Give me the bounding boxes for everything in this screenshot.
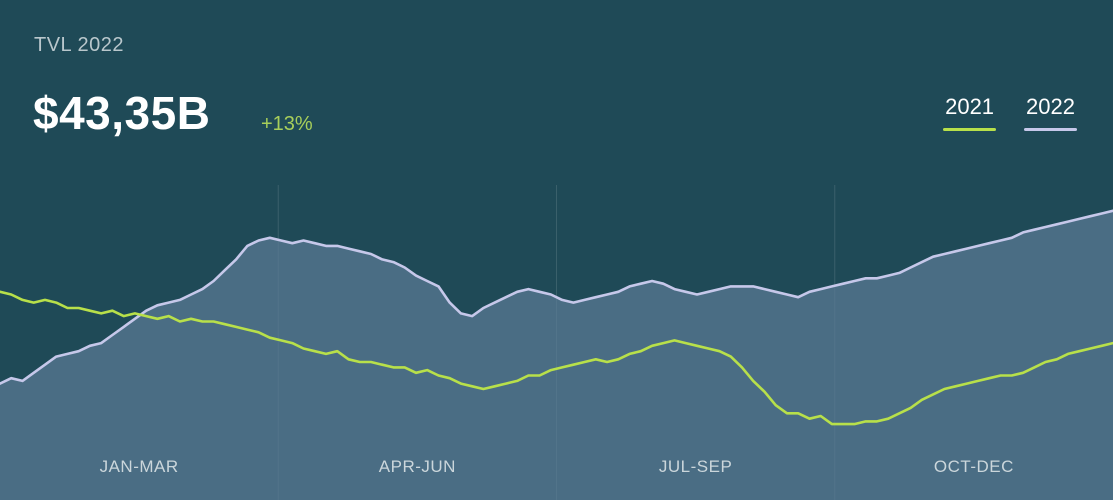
x-tick-label: OCT-DEC xyxy=(934,457,1014,476)
legend: 2021 2022 xyxy=(943,94,1077,131)
legend-item-2021[interactable]: 2021 xyxy=(943,94,997,131)
legend-item-2022[interactable]: 2022 xyxy=(1024,94,1077,131)
x-tick-label: JUL-SEP xyxy=(659,457,732,476)
legend-swatch xyxy=(943,128,997,131)
series-line-2022 xyxy=(0,209,1113,385)
series-area-2022 xyxy=(0,210,1113,500)
line-layer xyxy=(0,209,1113,426)
chart-subtitle: TVL 2022 xyxy=(34,34,124,56)
area-layer xyxy=(0,210,1113,500)
x-tick-label: APR-JUN xyxy=(379,457,456,476)
series-line-2021 xyxy=(0,290,1113,426)
chart-title: $43,35B xyxy=(33,87,211,139)
change-badge: +13% xyxy=(261,113,313,135)
legend-label: 2022 xyxy=(1026,94,1075,119)
x-tick-label: JAN-MAR xyxy=(100,457,179,476)
label-layer: JAN-MAR APR-JUN JUL-SEP OCT-DEC xyxy=(100,457,1014,476)
legend-label: 2021 xyxy=(945,94,995,119)
legend-swatch xyxy=(1024,128,1077,131)
